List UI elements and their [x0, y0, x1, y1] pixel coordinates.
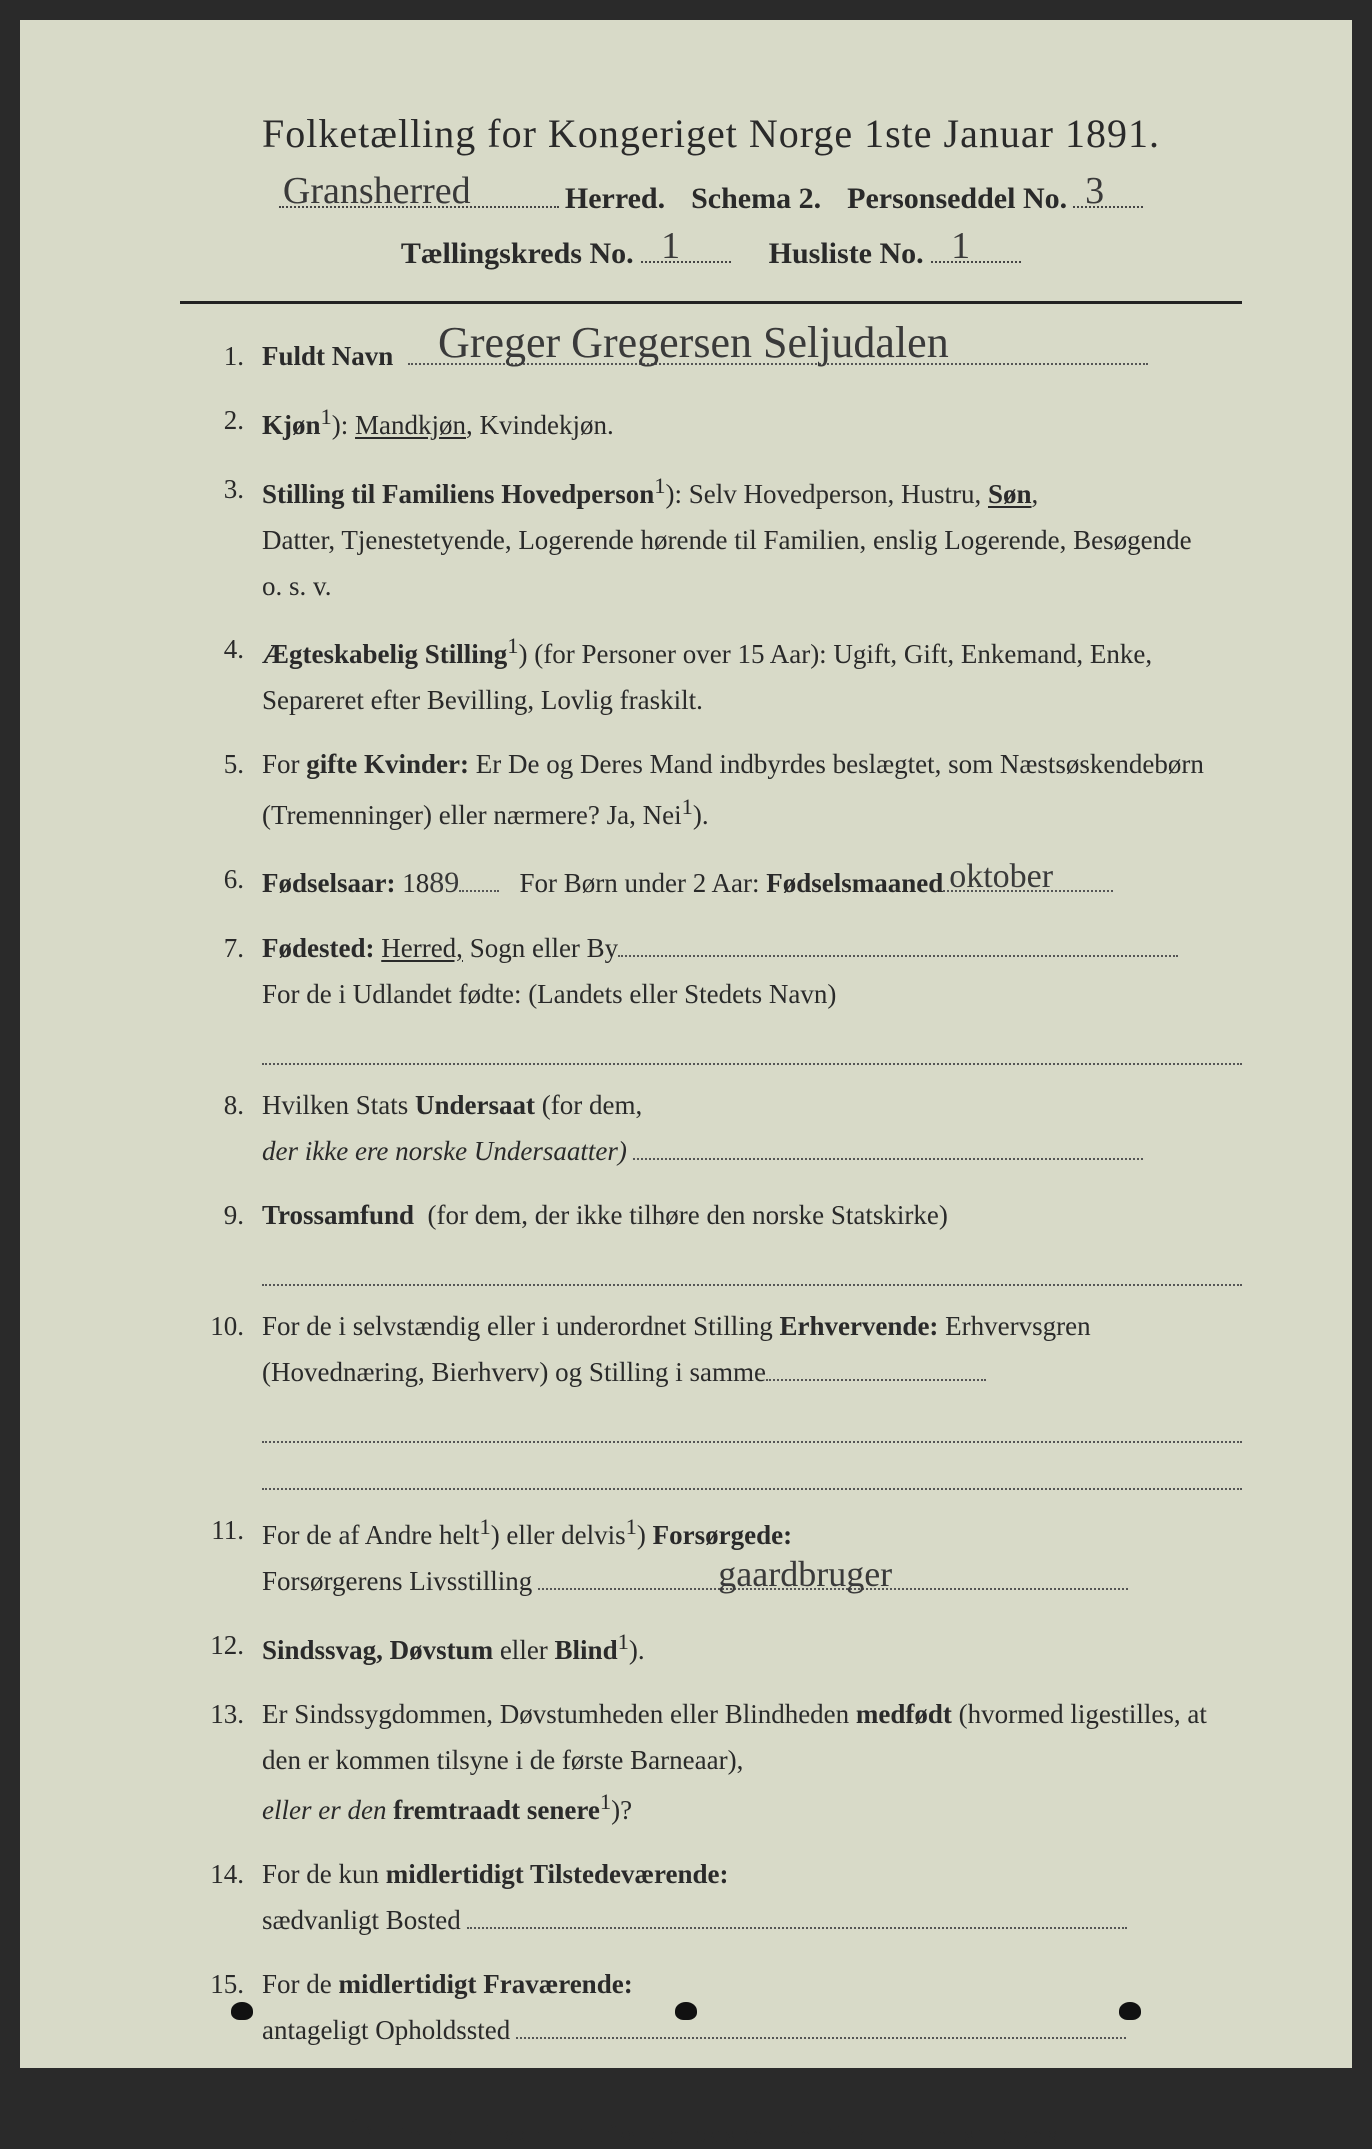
- item-5: 5. For gifte Kvinder: Er De og Deres Man…: [200, 742, 1242, 839]
- name-field: Greger Gregersen Seljudalen: [408, 341, 1148, 365]
- schema-label: Schema 2.: [691, 182, 821, 216]
- item-7: 7. Fødested: Herred, Sogn eller By For d…: [200, 926, 1242, 1065]
- personseddel-field: 3: [1073, 175, 1143, 208]
- livsstilling-field: gaardbruger: [538, 1566, 1128, 1590]
- header-line-2: Gransherred Herred. Schema 2. Personsedd…: [180, 175, 1242, 216]
- item-14: 14. For de kun midlertidigt Tilstedevære…: [200, 1852, 1242, 1944]
- item-1: 1. Fuldt Navn Greger Gregersen Seljudale…: [200, 334, 1242, 380]
- herred-label: Herred.: [565, 182, 665, 216]
- husliste-label: Husliste No.: [769, 237, 924, 270]
- page-title: Folketælling for Kongeriget Norge 1ste J…: [180, 110, 1242, 157]
- form-items: 1. Fuldt Navn Greger Gregersen Seljudale…: [180, 334, 1242, 2054]
- kreds-field: 1: [641, 230, 731, 263]
- divider-rule: [180, 301, 1242, 304]
- item-4: 4. Ægteskabelig Stilling1) (for Personer…: [200, 627, 1242, 724]
- item-13: 13. Er Sindssygdommen, Døvstumheden elle…: [200, 1692, 1242, 1835]
- footnote: 1) De for hvert Tilfælde passende Ord un…: [180, 2114, 1242, 2149]
- header-line-3: Tællingskreds No. 1 Husliste No. 1: [180, 230, 1242, 271]
- herred-field: Gransherred: [279, 175, 559, 208]
- item-15: 15. For de midlertidigt Fraværende: anta…: [200, 1962, 1242, 2054]
- husliste-field: 1: [931, 230, 1021, 263]
- month-field: oktober: [943, 868, 1113, 892]
- item-8: 8. Hvilken Stats Undersaat (for dem, der…: [200, 1083, 1242, 1175]
- item-6: 6. Fødselsaar: 1889 For Børn under 2 Aar…: [200, 857, 1242, 908]
- census-form-page: Folketælling for Kongeriget Norge 1ste J…: [20, 20, 1352, 2068]
- item-10: 10. For de i selvstændig eller i underor…: [200, 1304, 1242, 1490]
- kreds-label: Tællingskreds No.: [401, 237, 634, 270]
- item-2: 2. Kjøn1): Mandkjøn, Kvindekjøn.: [200, 398, 1242, 449]
- item-9: 9. Trossamfund (for dem, der ikke tilhør…: [200, 1193, 1242, 1286]
- item-3: 3. Stilling til Familiens Hovedperson1):…: [200, 467, 1242, 610]
- personseddel-label: Personseddel No.: [847, 182, 1067, 216]
- item-12: 12. Sindssvag, Døvstum eller Blind1).: [200, 1623, 1242, 1674]
- item-11: 11. For de af Andre helt1) eller delvis1…: [200, 1508, 1242, 1605]
